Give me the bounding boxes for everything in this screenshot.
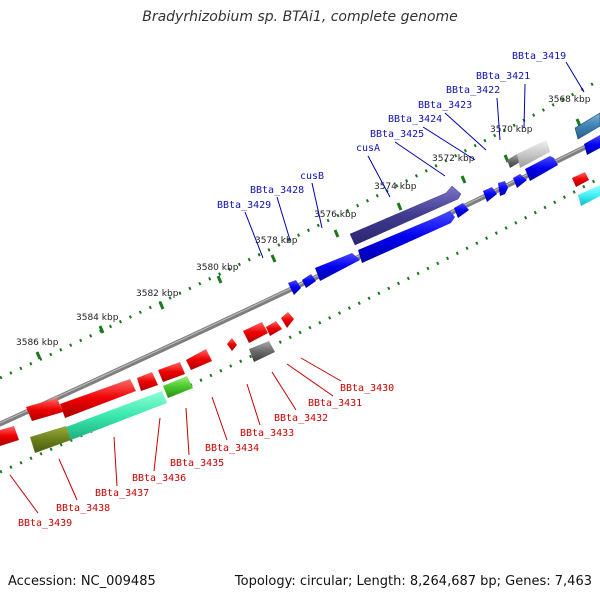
- gene-BBta_3430[interactable]: [281, 312, 294, 328]
- tick-label: 3574 kbp: [374, 182, 417, 192]
- gene-label[interactable]: BBta_3433: [240, 428, 294, 439]
- tick-label: 3584 kbp: [76, 313, 119, 323]
- gene-cyan-right[interactable]: [578, 185, 600, 206]
- gene-BBta_3436[interactable]: [158, 362, 185, 382]
- gene-BBta_3434[interactable]: [227, 338, 237, 351]
- tick-label: 3578 kbp: [255, 236, 298, 246]
- tick-label: 3570 kbp: [490, 125, 533, 135]
- gene-label[interactable]: BBta_3439: [18, 518, 72, 529]
- gene-BBta_3438[interactable]: [60, 379, 136, 418]
- gene-mint[interactable]: [66, 391, 167, 440]
- gene-label[interactable]: BBta_3425: [370, 129, 424, 140]
- gene-label[interactable]: BBta_3430: [340, 383, 394, 394]
- gene-label[interactable]: cusA: [356, 143, 380, 154]
- accession-text: Accession: NC_009485: [8, 574, 156, 589]
- gene-BBta_3435[interactable]: [186, 349, 212, 370]
- gene-BBta_3425b[interactable]: [454, 203, 469, 218]
- gene-BBta_3431[interactable]: [266, 321, 282, 336]
- gene-label[interactable]: BBta_3423: [418, 100, 472, 111]
- gene-label[interactable]: BBta_3436: [132, 473, 186, 484]
- gene-BBta_3419b[interactable]: [584, 135, 600, 155]
- gene-label[interactable]: BBta_3419: [512, 51, 566, 62]
- gene-green-a[interactable]: [163, 376, 193, 398]
- genome-title: Bradyrhizobium sp. BTAi1, complete genom…: [142, 9, 458, 25]
- gene-label[interactable]: BBta_3428: [250, 185, 304, 196]
- gene-BBta_3438b[interactable]: [26, 398, 63, 421]
- gene-cusA-upper[interactable]: [349, 185, 462, 246]
- gene-label[interactable]: cusB: [300, 171, 324, 182]
- tick-label: 3568 kbp: [548, 95, 591, 105]
- gene-label[interactable]: BBta_3422: [446, 85, 500, 96]
- gene-BBta_3425[interactable]: [483, 187, 497, 202]
- gene-BBta_3419[interactable]: [574, 112, 600, 140]
- tick-label: 3572 kbp: [432, 154, 475, 164]
- gene-BBta_3433[interactable]: [249, 341, 275, 362]
- gene-label[interactable]: BBta_3432: [274, 413, 328, 424]
- gene-BBta_3422[interactable]: [525, 156, 558, 181]
- gene-BBta_3439[interactable]: [0, 426, 19, 446]
- gene-label[interactable]: BBta_3435: [170, 458, 224, 469]
- gene-label[interactable]: BBta_3424: [388, 114, 442, 125]
- gene-BBta_3421[interactable]: [507, 154, 520, 168]
- gene-BBta_3423[interactable]: [513, 174, 527, 188]
- gene-BBta_3424[interactable]: [498, 181, 508, 196]
- gene-label[interactable]: BBta_3437: [95, 488, 149, 499]
- gene-BBta_3432[interactable]: [243, 322, 268, 343]
- gene-label[interactable]: BBta_3438: [56, 503, 110, 514]
- tick-label: 3580 kbp: [196, 263, 239, 273]
- gene-label[interactable]: BBta_3421: [476, 71, 530, 82]
- gene-BBta_3428[interactable]: [302, 274, 316, 288]
- gene-label[interactable]: BBta_3434: [205, 443, 259, 454]
- gene-BBta_3437[interactable]: [137, 372, 158, 391]
- tick-label: 3576 kbp: [314, 210, 357, 220]
- gene-red-right[interactable]: [572, 172, 589, 187]
- gene-cusB[interactable]: [315, 253, 360, 281]
- forward-strand-genes: [288, 112, 600, 295]
- gene-olive[interactable]: [30, 426, 71, 453]
- tick-label: 3586 kbp: [16, 338, 59, 348]
- gene-cusA[interactable]: [358, 211, 455, 263]
- topology-text: Topology: circular; Length: 8,264,687 bp…: [234, 574, 592, 589]
- gene-BBta_3421b[interactable]: [517, 140, 550, 168]
- gene-BBta_3429[interactable]: [288, 280, 301, 295]
- tick-label: 3582 kbp: [136, 289, 179, 299]
- gene-label[interactable]: BBta_3429: [217, 200, 271, 211]
- gene-label[interactable]: BBta_3431: [308, 398, 362, 409]
- reverse-strand-genes: [0, 172, 600, 453]
